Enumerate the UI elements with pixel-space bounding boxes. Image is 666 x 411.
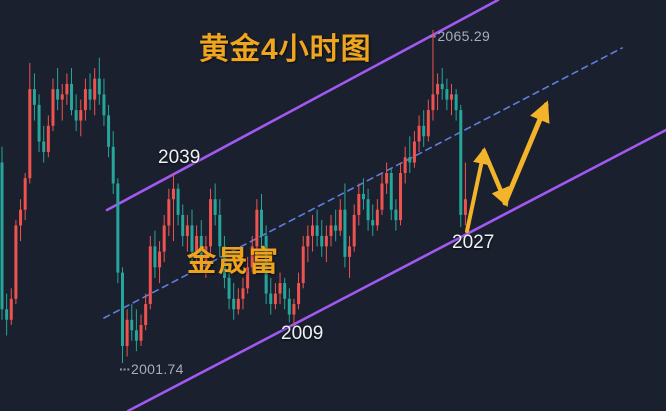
channel-lower <box>126 128 666 411</box>
channel-upper <box>105 0 500 212</box>
candles-group <box>0 29 467 364</box>
forecast-arrow <box>502 100 550 206</box>
forecast-arrow <box>465 147 490 233</box>
forecast-arrow <box>481 148 510 208</box>
